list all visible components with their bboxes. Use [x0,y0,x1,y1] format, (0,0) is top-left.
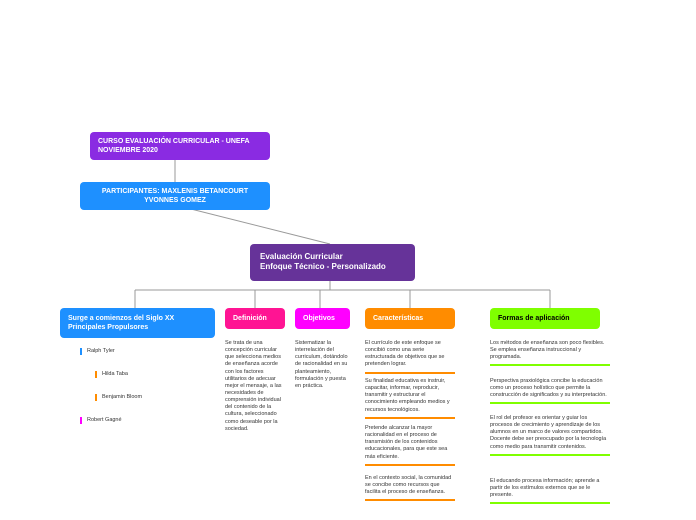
header-participants: PARTICIPANTES: MAXLENIS BETANCOURT YVONN… [80,182,270,210]
characteristic-4: En el contexto social, la comunidad se c… [365,475,455,501]
proponent-2: Hilda Taba [95,371,185,378]
application-2: Perspectiva praxiológica concibe la educ… [490,378,610,404]
proponent-1: Ralph Tyler [80,348,170,355]
objectives-text: Sistematizar la interrelación del curric… [295,340,350,390]
central-title: Evaluación Curricular [260,252,405,262]
proponent-3: Benjamin Bloom [95,394,185,401]
header-course: CURSO EVALUACIÓN CURRICULAR - UNEFA NOVI… [90,132,270,160]
application-3: El rol del profesor es orientar y guiar … [490,415,610,456]
characteristic-3: Pretende alcanzar la mayor racionalidad … [365,425,455,466]
application-1: Los métodos de enseñanza son poco flexib… [490,340,610,366]
category-characteristics: Características [365,308,455,329]
characteristic-1: El currículo de este enfoque se concibió… [365,340,455,374]
proponent-4: Robert Gagné [80,417,170,424]
characteristic-2: Su finalidad educativa es instruir, capa… [365,378,455,419]
category-applications: Formas de aplicación [490,308,600,329]
category-definition: Definición [225,308,285,329]
central-node: Evaluación Curricular Enfoque Técnico - … [250,244,415,281]
category-objectives: Objetivos [295,308,350,329]
central-subtitle: Enfoque Técnico - Personalizado [260,262,405,272]
application-4: El educando procesa información; aprende… [490,478,610,504]
category-proponents: Surge a comienzos del Siglo XX Principal… [60,308,215,338]
definition-text: Se trata de una concepción curricular qu… [225,340,285,433]
